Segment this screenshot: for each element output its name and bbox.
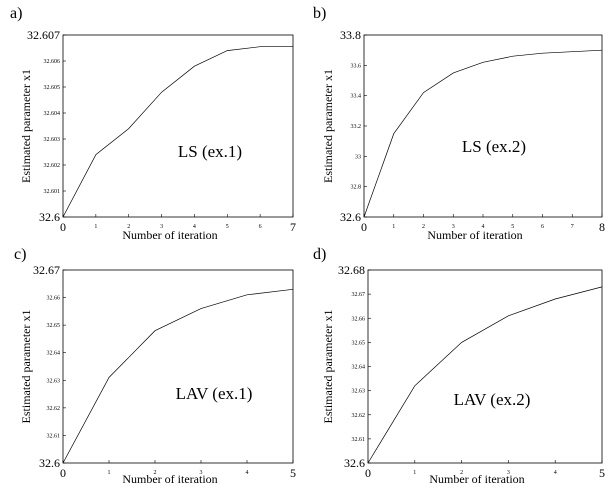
chart-0-y-tick-label: 32.604 (44, 111, 61, 117)
chart-3-y-tick-label: 32.62 (352, 413, 366, 419)
chart-0-series-line (62, 46, 293, 218)
chart-2-y-tick-label: 32.62 (47, 406, 61, 412)
chart-2-y-tick-label: 32.65 (47, 323, 61, 329)
chart-1-y-tick-label: 32.6 (340, 210, 361, 224)
chart-0-y-tick-label: 32.603 (44, 137, 61, 143)
chart-0-x-tick-label: 7 (290, 220, 296, 234)
chart-3-x-tick-label: 3 (507, 470, 510, 476)
chart-3-annotation: LAV (ex.2) (454, 390, 531, 409)
chart-3-x-tick-label: 0 (365, 466, 371, 480)
chart-1-y-tick-label: 33.6 (351, 63, 362, 69)
chart-0-frame (62, 34, 294, 218)
chart-2-x-tick-label: 3 (200, 470, 203, 476)
chart-3-x-tick-label: 2 (460, 470, 463, 476)
chart-3-series-line (367, 286, 603, 464)
chart-2-y-tick-label: 32.63 (47, 378, 61, 384)
chart-2: 0 1 2 3 4 5 32.6 32.61 32.62 32.63 32.64 32.65 32.66… (14, 246, 296, 486)
chart-3-y-tick-label: 32.65 (352, 340, 366, 346)
chart-3: 0 1 2 3 4 5 32.6 32.61 32.62 32.63 32.64 32.65 32.66… (313, 246, 605, 486)
chart-3-y-tick-label: 32.6 (344, 456, 365, 470)
chart-3-y-tick-label: 32.68 (338, 263, 365, 277)
chart-1-x-tick-label: 2 (422, 224, 425, 230)
chart-0-y-axis-label: Estimated parameter x1 (19, 69, 33, 183)
chart-2-y-tick-label: 32.64 (47, 351, 61, 357)
chart-3-x-axis-label: Number of iteration (429, 472, 524, 486)
chart-2-frame (62, 269, 294, 464)
chart-3-y-tick-label: 32.63 (352, 389, 366, 395)
chart-1-panel-label: b) (313, 5, 326, 22)
chart-1-y-tick-label: 33 (355, 154, 361, 160)
chart-1-x-tick-label: 0 (361, 220, 367, 234)
chart-2-panel-label: c) (14, 246, 26, 263)
chart-0-y-tick-label: 32.601 (44, 189, 61, 195)
chart-3-y-tick-label: 32.67 (352, 292, 366, 298)
chart-2-y-tick-label: 32.67 (33, 263, 60, 277)
chart-1-series-line (363, 49, 603, 218)
chart-1-x-tick-label: 4 (482, 224, 485, 230)
chart-0-y-tick-label: 32.607 (27, 28, 60, 42)
chart-2-x-tick-label: 0 (60, 466, 66, 480)
chart-2-x-tick-label: 2 (154, 470, 157, 476)
chart-3-y-tick-label: 32.61 (352, 437, 366, 443)
chart-1-y-axis-label: Estimated parameter x1 (321, 69, 335, 183)
chart-2-x-tick-label: 1 (108, 470, 111, 476)
chart-1-y-tick-label: 33.8 (340, 28, 361, 42)
chart-0-y-tick-label: 32.605 (44, 85, 61, 91)
chart-3-y-tick-label: 32.66 (352, 316, 366, 322)
chart-2-y-tick-label: 32.61 (47, 433, 61, 439)
chart-1-annotation: LS (ex.2) (462, 137, 526, 156)
chart-0-x-tick-label: 1 (94, 224, 97, 230)
chart-1-x-tick-label: 8 (599, 220, 605, 234)
chart-0-y-tick-label: 32.606 (44, 59, 61, 65)
chart-1-y-tick-label: 32.8 (351, 185, 362, 191)
chart-1-y-tick-label: 33.2 (351, 124, 362, 130)
chart-1-x-axis-label: Number of iteration (427, 228, 522, 242)
chart-1-y-tick-label: 33.4 (351, 94, 362, 100)
chart-2-annotation: LAV (ex.1) (176, 384, 253, 403)
chart-0-annotation: LS (ex.1) (178, 142, 242, 161)
chart-2-x-tick-label: 4 (246, 470, 249, 476)
chart-0-y-tick-label: 32.6 (39, 210, 60, 224)
chart-0: 0 1 2 3 4 5 6 7 32.6 32.601 32.602 32.603 32.604 32.6… (10, 5, 296, 242)
chart-2-x-axis-label: Number of iteration (122, 472, 217, 486)
chart-0-x-tick-label: 2 (127, 224, 130, 230)
chart-3-panel-label: d) (313, 246, 326, 263)
chart-3-x-tick-label: 4 (554, 470, 557, 476)
chart-0-x-tick-label: 0 (60, 220, 66, 234)
chart-0-x-axis-label: Number of iteration (122, 228, 217, 242)
chart-1: 0 1 2 3 4 5 6 7 8 32.6 32.8 33 33.2 33.4 33.6 33.8 Numbe… (313, 5, 605, 242)
chart-2-y-tick-label: 32.6 (39, 456, 60, 470)
chart-0-x-tick-label: 4 (193, 224, 196, 230)
chart-3-y-axis-label: Estimated parameter x1 (321, 310, 335, 424)
chart-1-x-tick-label: 1 (392, 224, 395, 230)
chart-3-x-tick-label: 5 (599, 466, 605, 480)
chart-3-x-tick-label: 1 (413, 470, 416, 476)
chart-2-series-line (62, 288, 294, 464)
chart-1-x-tick-label: 5 (511, 224, 514, 230)
chart-2-y-axis-label: Estimated parameter x1 (19, 310, 33, 424)
chart-0-panel-label: a) (10, 5, 22, 22)
chart-1-x-tick-label: 7 (571, 224, 574, 230)
chart-0-y-tick-label: 32.602 (44, 163, 61, 169)
chart-2-x-tick-label: 5 (290, 466, 296, 480)
chart-1-x-tick-label: 3 (452, 224, 455, 230)
chart-3-y-tick-label: 32.64 (352, 365, 366, 371)
chart-0-x-tick-label: 3 (160, 224, 163, 230)
chart-0-x-tick-label: 6 (259, 224, 262, 230)
chart-1-x-tick-label: 6 (541, 224, 544, 230)
chart-0-x-tick-label: 5 (226, 224, 229, 230)
chart-2-y-tick-label: 32.66 (47, 296, 61, 302)
